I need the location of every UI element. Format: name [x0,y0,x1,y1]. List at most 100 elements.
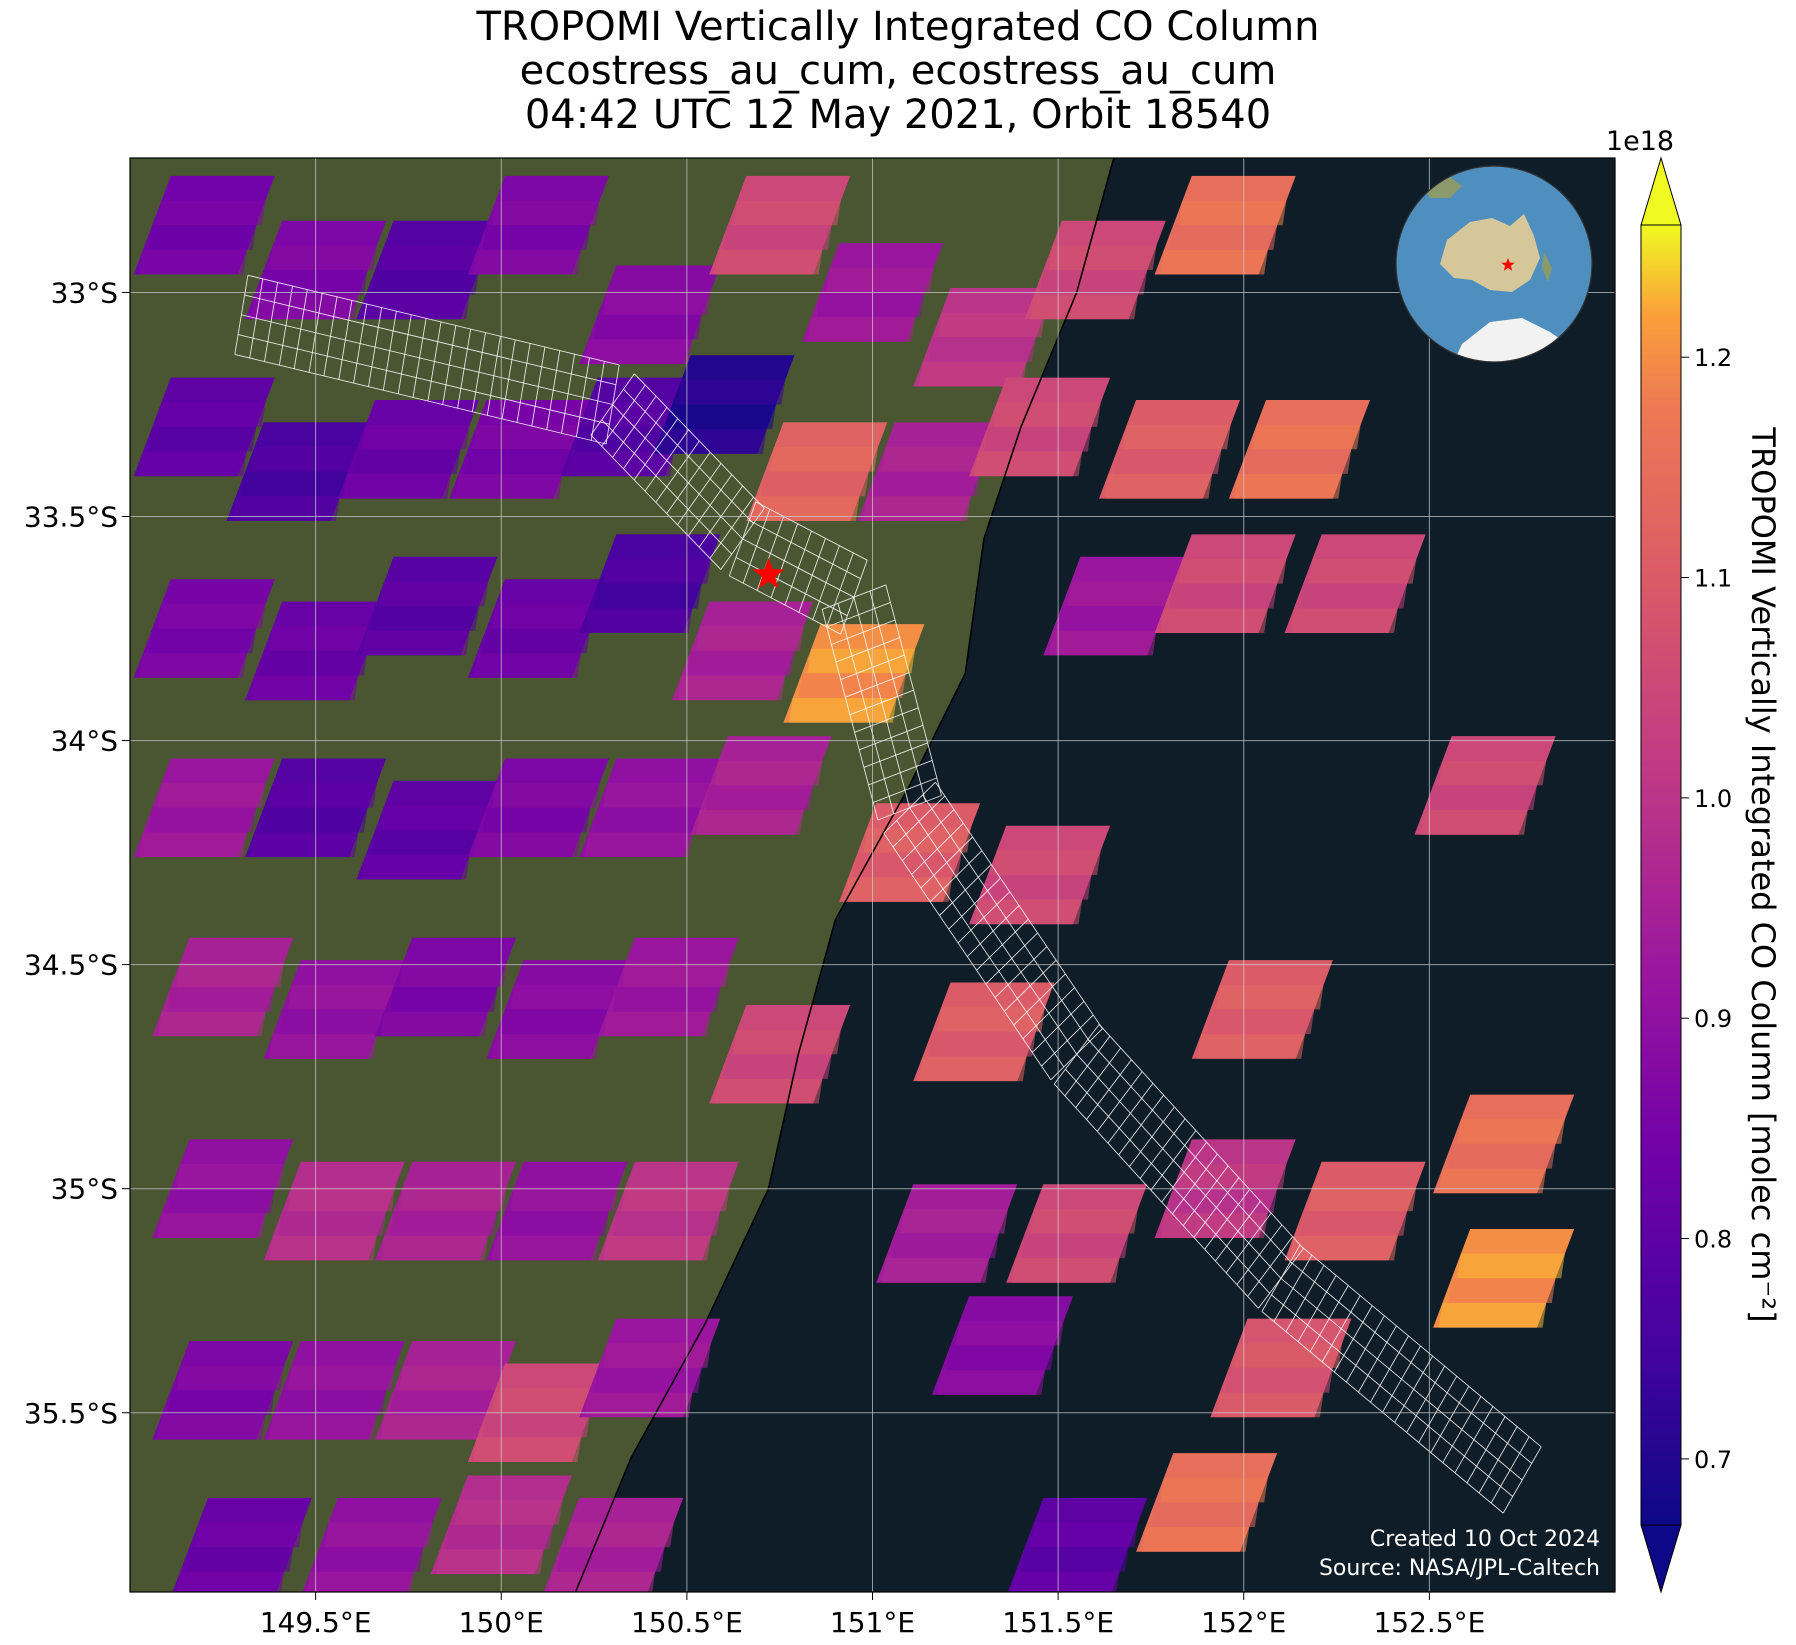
footprint-line [728,501,757,577]
swath-subcell [1290,608,1398,633]
swath-subcell [1150,1502,1259,1527]
swath-subcell [556,1547,665,1572]
footprint-line [922,794,1090,1042]
colorbar-tick-label: 1.0 [1694,785,1732,813]
swath-subcell [928,337,1036,362]
co-swath-cells [133,175,1575,1592]
swath-subcell [724,1054,832,1079]
colorbar-tick-label: 0.9 [1694,1005,1732,1033]
swath-subcell [1197,1034,1305,1059]
swath-subcell [956,1320,1064,1346]
swath-subcell [501,1211,609,1236]
swath-subcell [881,447,990,472]
swath-subcell [157,1011,266,1037]
swath-subcell [1048,245,1157,270]
swath-subcell [362,630,470,656]
swath-subcell [269,626,377,651]
swath-subcell [594,807,702,833]
swath-subcell [1160,1477,1268,1503]
swath-subcell [1169,1188,1278,1214]
colorbar: 0.7 0.8 0.9 1.0 1.1 1.2 1e18 TROPOMI Vertical… [1606,126,1782,1594]
globe-outline [1395,165,1593,363]
swath-subcell [492,1388,600,1413]
footprint-line [748,520,861,580]
swath-subcell [603,290,711,315]
swath-subcell [380,245,489,270]
swath-subcell [380,1011,489,1037]
swath-subcell [1169,225,1278,250]
swath-subcell [482,225,591,250]
swath-subcell [826,267,934,293]
swath-subcell [259,650,368,676]
swath-subcell [612,1211,721,1236]
swath-subcell [1206,1009,1315,1035]
footprint-line [853,597,911,808]
swath-subcell [928,1031,1036,1057]
swath-subcell [399,962,507,987]
swath-subcell [389,1390,498,1415]
swath-subcell [603,1235,711,1261]
colorbar-tick-label: 1.1 [1694,565,1732,593]
footprint-line [935,781,1103,1029]
swath-subcell [1160,1213,1268,1238]
swath-subcell [1048,630,1157,656]
swath-subcell [677,675,786,701]
swath-subcell [157,1213,266,1238]
swath-subcell [1234,473,1343,499]
source-credit-note: Source: NASA/JPL-Caltech [1319,1556,1600,1581]
swath-subcell [1299,1211,1408,1236]
swath-subcell [733,200,841,226]
swath-subcell [176,1365,285,1391]
map-plot-area[interactable]: Created 10 Oct 2024 Source: NASA/JPL-Cal… [130,158,1615,1597]
swath-subcell [1160,249,1268,275]
footprint-line [821,584,886,610]
latitude-tick-labels: 33°S 33.5°S 34°S 34.5°S 35°S 35.5°S [24,276,130,1430]
map-title-line-1: TROPOMI Vertically Integrated CO Column [476,4,1320,50]
footprint-line [1290,1261,1532,1464]
swath-subcell [473,653,582,678]
swath-subcell [139,832,247,858]
swath-subcell [167,1188,275,1214]
swath-subcell [371,830,479,855]
swath-subcell [454,1500,563,1525]
footprint-line [869,590,926,802]
swath-subcell [714,249,823,275]
swath-subcell [389,987,498,1012]
lon-tick-label: 149.5°E [260,1606,372,1639]
swath-subcell [937,1370,1046,1395]
swath-subcell [863,496,971,521]
swath-subcell [482,1412,591,1438]
swath-subcell [696,626,804,651]
swath-subcell [287,984,396,1010]
swath-subcell [139,249,247,275]
lat-tick-label: 35°S [51,1173,118,1206]
swath-subcell [167,987,275,1012]
swath-subcell [324,1522,433,1548]
swath-subcell [250,675,359,701]
swath-subcell [167,1390,275,1415]
footprint-line [1076,1053,1282,1279]
swath-subcell [492,200,600,226]
swath-subcell [148,426,257,452]
swath-subcell [594,1367,702,1393]
swath-subcell [594,314,702,340]
swath-subcell [380,1235,489,1261]
swath-subcell [1308,559,1417,584]
footprint-line [735,557,848,617]
swath-subcell [278,1390,387,1415]
swath-subcell [1225,1367,1333,1393]
footprint-line [634,373,765,509]
swath-subcell [1215,1392,1324,1418]
swath-subcell [612,987,721,1012]
globe-australia [1440,214,1540,292]
swath-subcell [1021,1233,1129,1259]
swath-subcell [668,404,776,430]
swath-subcell [1243,449,1352,474]
swath-subcell [1039,270,1148,295]
swath-subcell [278,1211,387,1236]
swath-subcell [1030,1522,1138,1548]
swath-subcell [473,249,582,275]
swath-subcell [362,294,470,320]
swath-subcell [1420,810,1528,835]
